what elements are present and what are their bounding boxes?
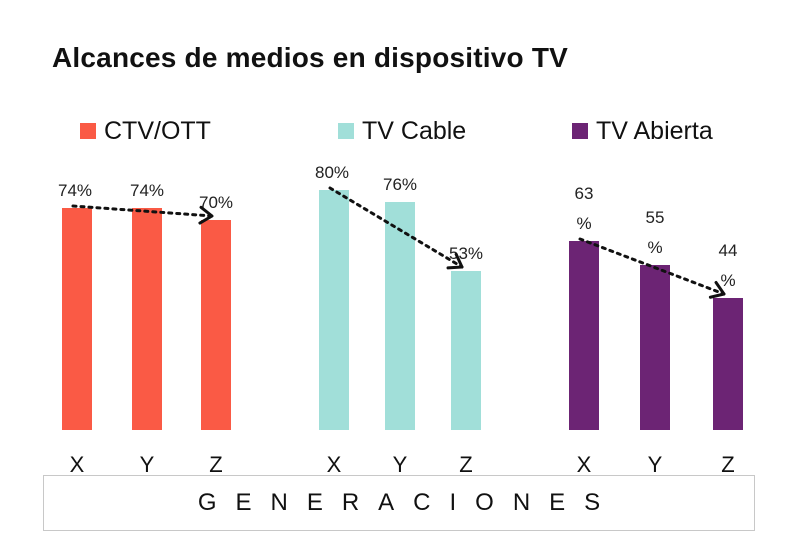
bar-tv-cable-z xyxy=(451,271,481,430)
data-label-part: % xyxy=(647,238,662,257)
data-label-part: 74% xyxy=(130,181,164,200)
trend-line-tv-cable xyxy=(328,186,464,269)
data-label-part: 74% xyxy=(58,181,92,200)
x-axis-title: GENERACIONES xyxy=(197,489,620,516)
data-label-part: 76% xyxy=(383,175,417,194)
legend-swatch-tv-cable xyxy=(338,123,354,139)
category-label-ctv-ott-y: Y xyxy=(140,452,155,477)
category-label-tv-abierta-z: Z xyxy=(721,452,734,477)
legend-label-ctv-ott: CTV/OTT xyxy=(104,117,211,145)
category-label-tv-cable-x: X xyxy=(327,452,342,477)
x-axis-title-box: GENERACIONES xyxy=(43,475,755,531)
legend-label-tv-cable: TV Cable xyxy=(362,117,466,145)
category-label-tv-abierta-y: Y xyxy=(648,452,663,477)
data-label-part: 53% xyxy=(449,244,483,263)
category-label-tv-cable-z: Z xyxy=(459,452,472,477)
data-label-part: % xyxy=(720,271,735,290)
bar-tv-abierta-z xyxy=(713,298,743,430)
category-label-tv-abierta-x: X xyxy=(577,452,592,477)
trend-arrowhead-ctv-ott xyxy=(198,205,214,225)
data-label-part: % xyxy=(576,214,591,233)
bar-tv-abierta-x xyxy=(569,241,599,430)
trend-arrowhead-tv-abierta xyxy=(708,280,726,299)
category-label-ctv-ott-z: Z xyxy=(209,452,222,477)
data-label-part: 63 xyxy=(575,184,594,203)
bar-tv-cable-x xyxy=(319,190,349,430)
data-label-tv-abierta-z: 44% xyxy=(719,241,738,290)
data-label-tv-cable-x: 80% xyxy=(315,163,349,182)
data-label-ctv-ott-x: 74% xyxy=(58,181,92,200)
data-label-part: 70% xyxy=(199,193,233,212)
data-label-part: 44 xyxy=(719,241,738,260)
bar-tv-abierta-y xyxy=(640,265,670,430)
category-label-tv-cable-y: Y xyxy=(393,452,408,477)
data-label-tv-abierta-y: 55% xyxy=(646,208,665,257)
bar-ctv-ott-z xyxy=(201,220,231,430)
data-label-ctv-ott-y: 74% xyxy=(130,181,164,200)
data-label-tv-abierta-x: 63% xyxy=(575,184,594,233)
bar-tv-cable-y xyxy=(385,202,415,430)
category-label-ctv-ott-x: X xyxy=(70,452,85,477)
data-label-part: 80% xyxy=(315,163,349,182)
bar-ctv-ott-y xyxy=(132,208,162,430)
trend-line-ctv-ott xyxy=(71,204,214,218)
data-label-tv-cable-z: 53% xyxy=(449,244,483,263)
trend-line-tv-abierta xyxy=(578,237,726,296)
legend-swatch-ctv-ott xyxy=(80,123,96,139)
bar-ctv-ott-x xyxy=(62,208,92,430)
trend-arrowhead-tv-cable xyxy=(446,252,464,270)
chart-title: Alcances de medios en dispositivo TV xyxy=(52,42,569,73)
data-label-part: 55 xyxy=(646,208,665,227)
legend-label-tv-abierta: TV Abierta xyxy=(596,117,713,145)
data-label-tv-cable-y: 76% xyxy=(383,175,417,194)
legend-swatch-tv-abierta xyxy=(572,123,588,139)
data-label-ctv-ott-z: 70% xyxy=(199,193,233,212)
